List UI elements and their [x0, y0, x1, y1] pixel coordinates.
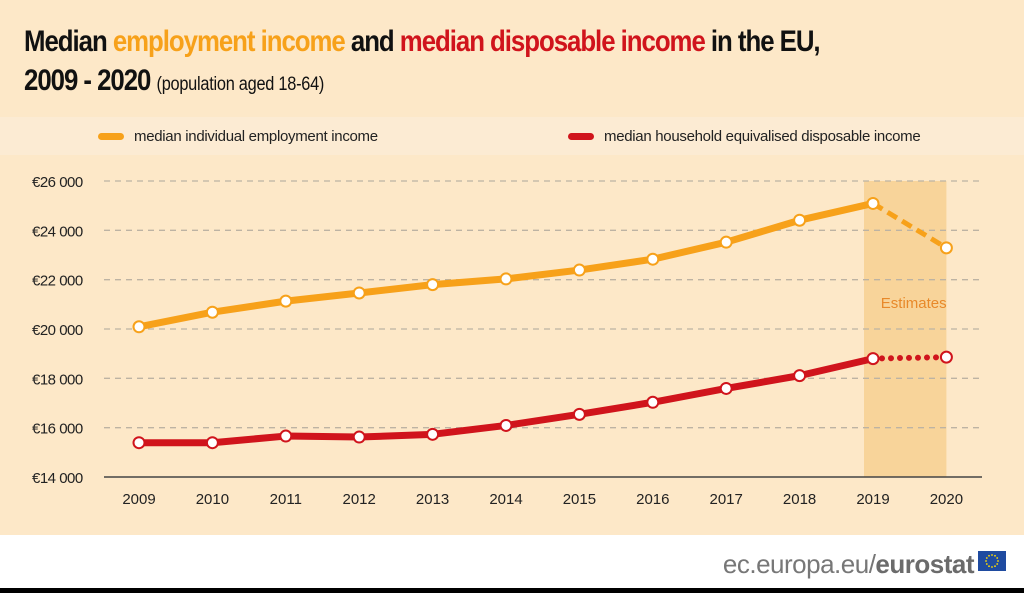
data-point — [132, 320, 146, 334]
data-point — [939, 350, 953, 364]
y-tick-label: €14 000 — [32, 470, 83, 487]
x-tick-label: 2009 — [122, 491, 155, 508]
x-tick-label: 2017 — [710, 491, 743, 508]
x-tick-label: 2010 — [196, 491, 229, 508]
title-text: in the EU, — [704, 25, 821, 58]
estimates-label: Estimates — [881, 295, 947, 312]
data-point — [279, 429, 293, 443]
x-tick-label: 2015 — [563, 491, 596, 508]
y-tick-label: €16 000 — [32, 421, 83, 438]
x-tick-label: 2018 — [783, 491, 816, 508]
eu-flag-icon — [978, 551, 1006, 571]
x-tick-label: 2011 — [270, 491, 302, 508]
title-disposable: median disposable income — [399, 25, 706, 58]
data-point — [866, 352, 880, 366]
y-tick-label: €22 000 — [32, 273, 83, 290]
series-line-0 — [135, 199, 877, 331]
subtitle: (population aged 18-64) — [156, 74, 325, 95]
x-tick-label: 2012 — [343, 491, 376, 508]
x-tick-label: 2016 — [636, 491, 669, 508]
y-tick-label: €18 000 — [32, 371, 83, 388]
y-tick-label: €26 000 — [32, 174, 83, 191]
data-point — [426, 427, 440, 441]
line-chart: Estimates €14 000 €16 000 €18 000 €20 000 €22… — [32, 174, 982, 508]
data-point — [793, 369, 807, 383]
x-tick-label: 2019 — [856, 491, 889, 508]
legend-item-disposable: median household equivalised disposable … — [568, 128, 921, 145]
data-point — [205, 436, 219, 450]
eurostat-url[interactable]: ec.europa.eu/eurostat — [722, 549, 975, 580]
data-point — [426, 278, 440, 292]
title-years: 2009 - 2020 — [24, 64, 151, 97]
data-point — [793, 213, 807, 227]
y-tick-label: €24 000 — [32, 223, 83, 240]
legend-swatch — [98, 133, 124, 140]
data-point — [866, 196, 880, 210]
x-tick-label: 2020 — [930, 491, 963, 508]
series-estimate-line-0 — [871, 201, 948, 250]
data-point — [132, 436, 146, 450]
series-estimate-line-1 — [870, 354, 950, 362]
footer: ec.europa.eu/eurostat — [0, 535, 1024, 588]
legend-label: median individual employment income — [134, 128, 378, 145]
data-point — [572, 263, 586, 277]
legend-swatch — [568, 133, 594, 140]
data-point — [205, 305, 219, 319]
x-tick-label: 2014 — [489, 491, 522, 508]
data-point — [279, 294, 293, 308]
legend-item-employment: median individual employment income — [98, 128, 378, 145]
data-point — [352, 430, 366, 444]
title-employment: employment income — [112, 25, 346, 58]
y-tick-label: €20 000 — [32, 322, 83, 339]
data-point — [352, 286, 366, 300]
data-point — [719, 235, 733, 249]
url-brand: eurostat — [875, 549, 974, 579]
data-point — [939, 241, 953, 255]
chart-title: Median employment income and median disp… — [24, 22, 821, 104]
legend — [0, 117, 1024, 155]
x-tick-label: 2013 — [416, 491, 449, 508]
legend-label: median household equivalised disposable … — [604, 128, 921, 145]
title-text: Median — [24, 25, 113, 58]
data-point — [572, 407, 586, 421]
data-point — [719, 381, 733, 395]
data-point — [499, 272, 513, 286]
chart-card: Median employment income and median disp… — [0, 0, 1024, 535]
data-point — [646, 395, 660, 409]
url-prefix: ec.europa.eu/ — [722, 549, 876, 579]
title-text: and — [344, 25, 400, 58]
data-point — [646, 252, 660, 266]
data-point — [499, 418, 513, 432]
